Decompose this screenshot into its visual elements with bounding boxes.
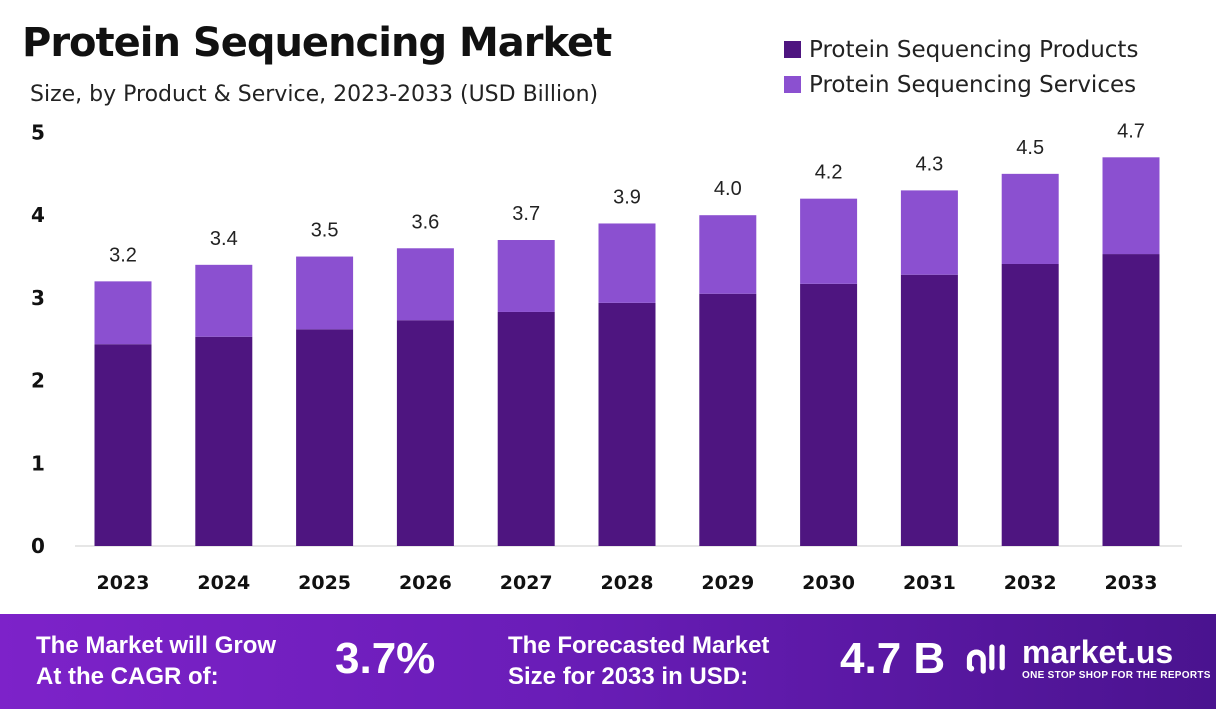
x-tick-label: 2029: [701, 572, 754, 594]
cagr-value: 3.7%: [335, 634, 436, 683]
data-label-total: 4.2: [815, 162, 843, 184]
y-tick-label: 4: [31, 203, 45, 227]
bar-services-2027: [497, 240, 555, 312]
bar-services-2030: [800, 198, 858, 284]
bar-products-2032: [1001, 263, 1059, 546]
bar-products-2024: [195, 336, 253, 546]
data-label-total: 4.5: [1016, 137, 1044, 159]
x-tick-label: 2033: [1105, 572, 1158, 594]
data-label-total: 4.7: [1117, 120, 1145, 142]
bar-services-2028: [598, 223, 656, 303]
bar-products-2030: [800, 283, 858, 546]
data-label-total: 4.0: [714, 178, 742, 200]
forecast-value: 4.7 B: [840, 634, 946, 683]
y-tick-label: 0: [31, 534, 45, 558]
bar-products-2029: [699, 293, 757, 546]
logo-name: market.us: [1022, 634, 1174, 670]
data-label-total: 3.4: [210, 228, 238, 250]
forecast-label: The Forecasted Market Size for 2033 in US…: [508, 630, 769, 692]
y-tick-label: 5: [31, 121, 45, 145]
y-tick-label: 1: [31, 451, 45, 475]
chart-subtitle: Size, by Product & Service, 2023-2033 (U…: [30, 82, 599, 107]
y-tick-label: 2: [31, 369, 45, 393]
y-tick-label: 3: [31, 286, 45, 310]
legend-label-services: Protein Sequencing Services: [809, 71, 1137, 98]
x-tick-label: 2030: [802, 572, 855, 594]
legend: Protein Sequencing Products Protein Sequ…: [784, 32, 1138, 102]
legend-swatch-products: [784, 41, 801, 58]
legend-item-products: Protein Sequencing Products: [784, 32, 1138, 67]
logo-icon: [966, 643, 1005, 674]
x-tick-label: 2032: [1004, 572, 1057, 594]
bar-services-2024: [195, 264, 253, 337]
market-us-logo: market.us ONE STOP SHOP FOR THE REPORTS: [966, 636, 1211, 681]
data-label-total: 3.9: [613, 186, 641, 208]
x-tick-label: 2031: [903, 572, 956, 594]
legend-item-services: Protein Sequencing Services: [784, 67, 1138, 102]
cagr-label: The Market will Grow At the CAGR of:: [36, 630, 276, 692]
legend-label-products: Protein Sequencing Products: [809, 36, 1139, 63]
x-tick-label: 2028: [601, 572, 654, 594]
data-label-total: 3.7: [512, 203, 540, 225]
forecast-label-line2: Size for 2033 in USD:: [508, 663, 749, 690]
bar-services-2033: [1102, 157, 1160, 255]
bar-products-2033: [1102, 254, 1160, 546]
bar-chart: 0 1 2 3 4 5 3.2 2023 3.4 2024 3.5 2025 3.6 2026 3.7 202…: [31, 120, 1182, 594]
legend-swatch-services: [784, 76, 801, 93]
bar-products-2031: [900, 274, 958, 546]
bar-products-2028: [598, 302, 656, 546]
bar-products-2026: [396, 320, 454, 546]
cagr-label-line2: At the CAGR of:: [36, 663, 219, 690]
bar-services-2023: [94, 281, 152, 345]
footer-banner: The Market will Grow At the CAGR of: 3.7%…: [0, 614, 1216, 709]
data-label-total: 4.3: [915, 153, 943, 175]
bar-services-2026: [396, 248, 454, 321]
x-tick-label: 2023: [97, 572, 150, 594]
bar-services-2031: [900, 190, 958, 275]
forecast-label-line1: The Forecasted Market: [508, 632, 770, 659]
data-label-total: 3.5: [311, 220, 339, 242]
x-tick-label: 2027: [500, 572, 553, 594]
x-tick-label: 2024: [197, 572, 250, 594]
bar-services-2032: [1001, 173, 1059, 264]
bar-products-2027: [497, 311, 555, 546]
bar-services-2029: [699, 215, 757, 294]
logo-tagline: ONE STOP SHOP FOR THE REPORTS: [1022, 670, 1211, 681]
bar-products-2023: [94, 344, 152, 546]
data-label-total: 3.6: [411, 211, 439, 233]
x-tick-label: 2025: [298, 572, 351, 594]
chart-title: Protein Sequencing Market: [22, 20, 612, 66]
cagr-label-line1: The Market will Grow: [36, 632, 277, 659]
x-tick-label: 2026: [399, 572, 452, 594]
bar-products-2025: [296, 329, 354, 546]
bar-services-2025: [296, 256, 354, 330]
data-label-total: 3.2: [109, 244, 137, 266]
